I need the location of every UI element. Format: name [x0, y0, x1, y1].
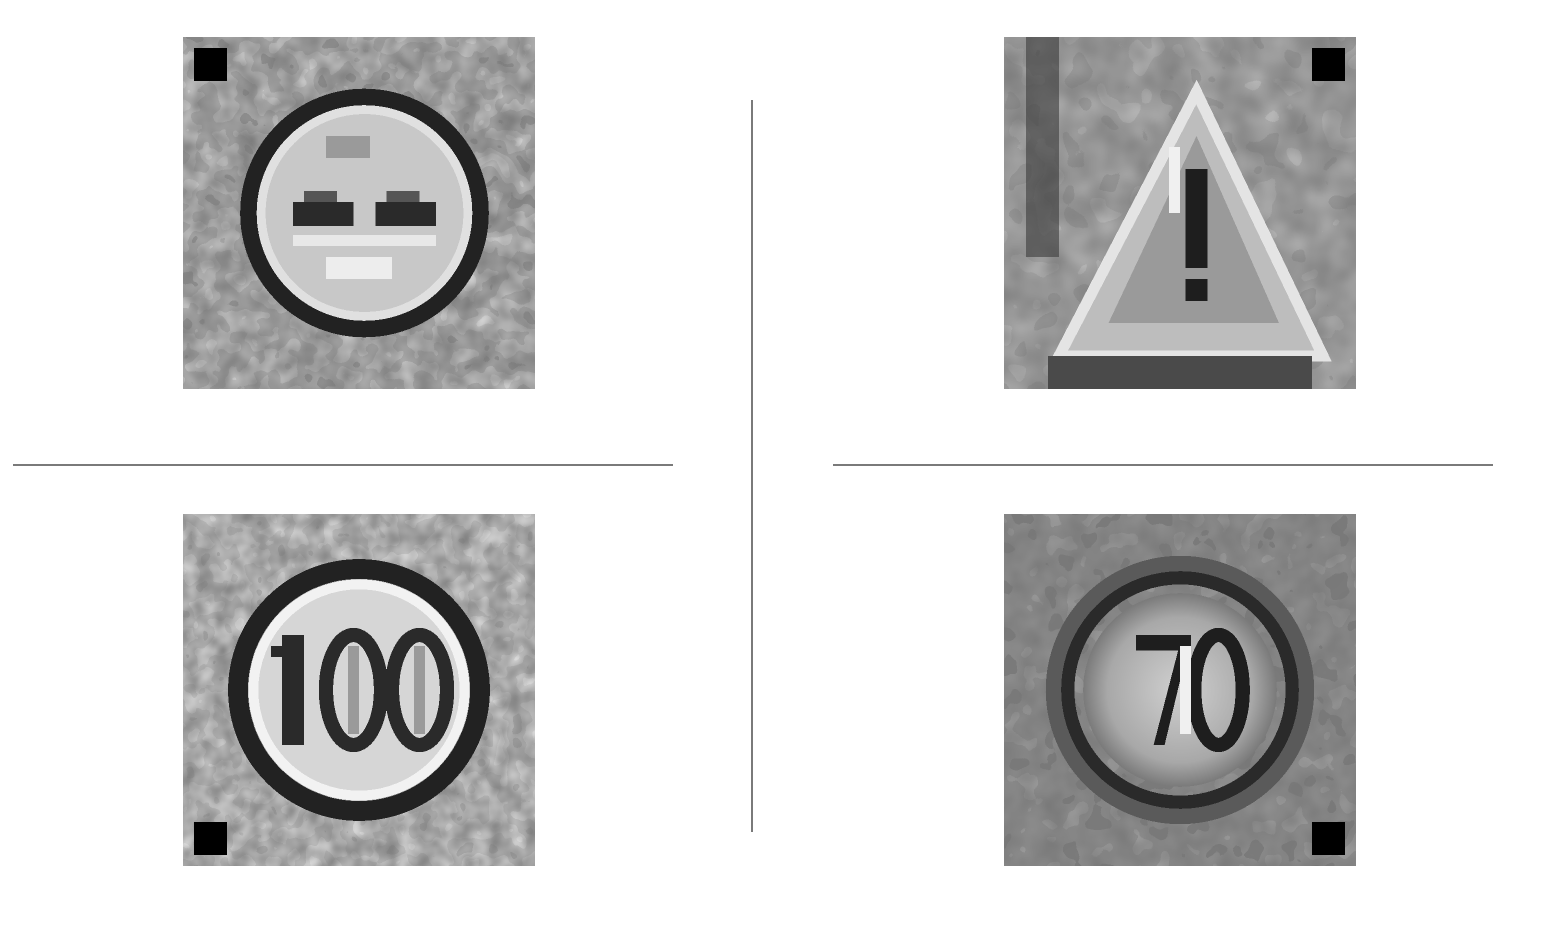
traffic-sign-image-warning-triangle — [1004, 37, 1356, 389]
right-horizontal-divider — [833, 464, 1493, 466]
no-passing-sign-picture — [183, 37, 535, 389]
speed-limit-100-sign-picture — [183, 514, 535, 866]
speed-limit-70-sign-picture — [1004, 514, 1356, 866]
left-horizontal-divider — [13, 464, 673, 466]
traffic-sign-image-no-passing — [183, 37, 535, 389]
traffic-sign-image-speed-limit-70 — [1004, 514, 1356, 866]
vertical-divider — [751, 100, 753, 832]
traffic-sign-image-speed-limit-100 — [183, 514, 535, 866]
warning-triangle-sign-picture — [1004, 37, 1356, 389]
